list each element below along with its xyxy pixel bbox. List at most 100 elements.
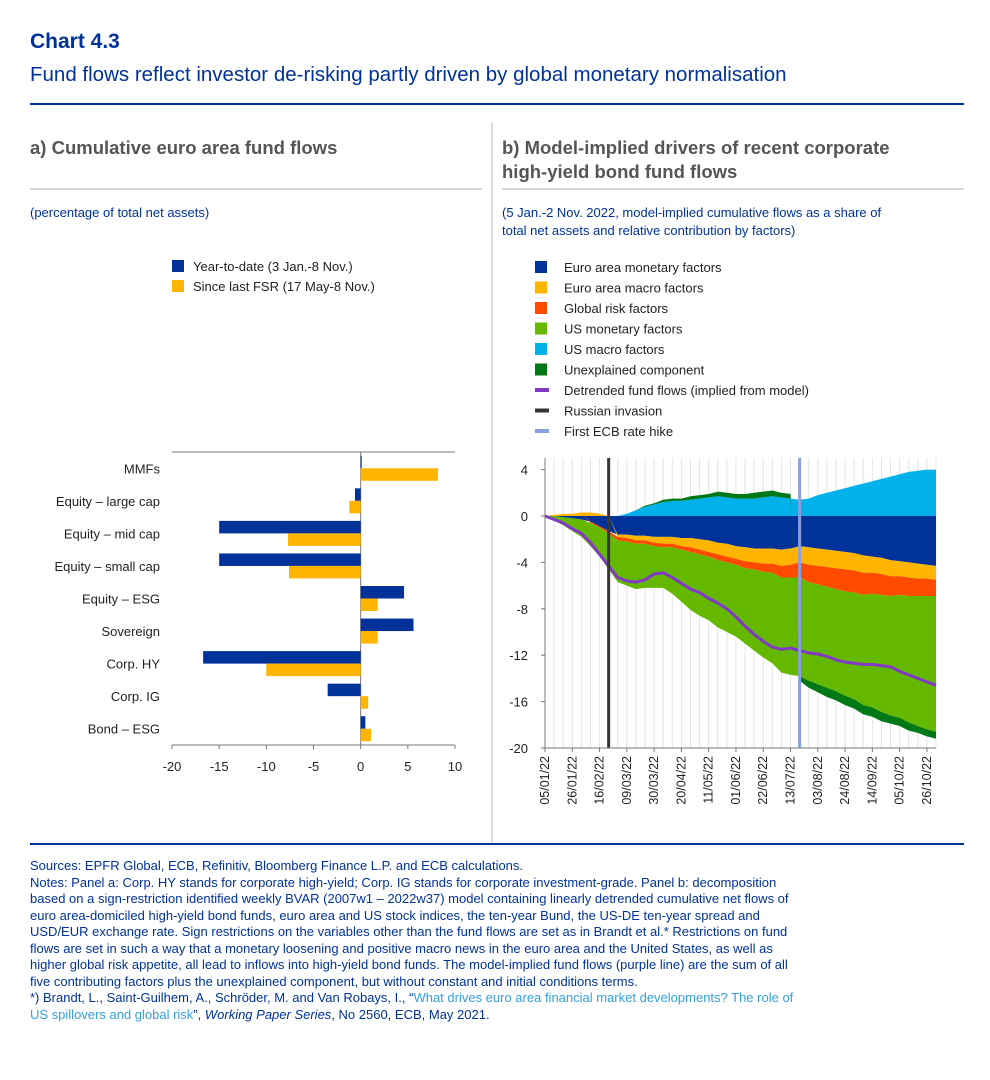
bar <box>288 565 361 579</box>
sources-note: Sources: EPFR Global, ECB, Refinitiv, Bl… <box>30 858 524 873</box>
x-tick-label: 24/08/22 <box>838 756 852 805</box>
bar <box>355 488 361 501</box>
chart-number: Chart 4.3 <box>30 30 120 53</box>
legend-label: First ECB rate hike <box>564 424 673 439</box>
bar <box>360 696 369 709</box>
category-label: Equity – mid cap <box>64 526 160 541</box>
category-label: Equity – large cap <box>56 494 160 509</box>
x-tick-label: 13/07/22 <box>784 756 798 805</box>
y-tick-label: -20 <box>509 741 528 756</box>
area-series <box>545 516 936 732</box>
panel-a-divider <box>30 188 482 190</box>
notes-line: higher global risk appetite, all lead to… <box>30 957 788 972</box>
notes-line: based on a sign-restriction identified w… <box>30 891 789 906</box>
bar <box>327 683 361 697</box>
x-tick-label: 01/06/22 <box>729 756 743 805</box>
reference-note-cont: US spillovers and global risk”, Working … <box>30 1007 965 1024</box>
x-tick-label: 05/10/22 <box>893 756 907 805</box>
bar <box>219 520 361 534</box>
x-tick-label: 5 <box>404 759 411 774</box>
panel-b-title-line1: b) Model-implied drivers of recent corpo… <box>502 137 890 158</box>
x-tick-label: -15 <box>210 759 229 774</box>
category-label: Bond – ESG <box>88 722 160 737</box>
panel-b-title-line2: high-yield bond fund flows <box>502 161 738 182</box>
reference-mid: ”, <box>193 1006 205 1022</box>
x-tick-label: 30/03/22 <box>647 756 661 805</box>
notes-line: five contributing factors plus the unexp… <box>30 973 638 989</box>
legend-swatch <box>535 322 547 335</box>
y-tick-label: -16 <box>509 695 528 710</box>
area-series <box>545 512 936 580</box>
header-rule <box>30 103 964 105</box>
x-tick-label: 22/06/22 <box>756 756 770 805</box>
legend-swatch <box>535 343 547 355</box>
footnotes: Sources: EPFR Global, ECB, Refinitiv, Bl… <box>30 858 965 1023</box>
legend-label: Unexplained component <box>564 363 705 378</box>
reference-link-cont[interactable]: US spillovers and global risk <box>30 1006 194 1022</box>
legend-label: US monetary factors <box>564 322 683 337</box>
panel-a-title: a) Cumulative euro area fund flows <box>30 137 338 158</box>
reference-link[interactable]: What drives euro area financial market d… <box>413 990 794 1005</box>
legend-label: Since last FSR (17 May-8 Nov.) <box>193 279 375 294</box>
legend-label: Euro area macro factors <box>564 281 704 296</box>
legend-swatch <box>172 260 184 272</box>
x-tick-label: 14/09/22 <box>865 756 879 805</box>
x-tick-label: 03/08/22 <box>811 756 825 805</box>
x-tick-label: 26/01/22 <box>565 756 579 805</box>
area-series <box>545 512 936 596</box>
bar <box>349 500 361 514</box>
reference-prefix: *) Brandt, L., Saint-Guilhem, A., Schröd… <box>30 990 414 1005</box>
legend-swatch <box>535 388 549 392</box>
x-tick-label: 16/02/22 <box>593 756 607 805</box>
legend-swatch <box>535 281 547 294</box>
category-label: Corp. HY <box>107 657 161 672</box>
x-tick-label: -10 <box>257 759 276 774</box>
category-label: Corp. IG <box>111 689 160 704</box>
category-label: MMFs <box>124 461 161 476</box>
x-tick-label: -20 <box>163 759 182 774</box>
legend-swatch <box>172 280 184 292</box>
panel-b-units-line1: (5 Jan.-2 Nov. 2022, model-implied cumul… <box>502 205 882 220</box>
x-tick-label: 26/10/22 <box>920 756 934 805</box>
notes-line: USD/EUR exchange rate. Sign restrictions… <box>30 924 788 939</box>
panel-separator <box>491 122 493 842</box>
bar <box>360 598 378 611</box>
panel-b-divider <box>502 188 964 190</box>
legend-label: US macro factors <box>564 342 665 357</box>
legend-label: Euro area monetary factors <box>564 260 722 275</box>
reference-suffix: , No 2560, ECB, May 2021. <box>331 1006 490 1022</box>
legend-label: Detrended fund flows (implied from model… <box>564 383 809 398</box>
y-tick-label: -8 <box>516 602 528 617</box>
panel-a-bar-chart: Year-to-date (3 Jan.-8 Nov.) Since last F… <box>55 259 463 774</box>
category-label: Sovereign <box>101 624 160 639</box>
bar <box>360 586 405 599</box>
y-tick-label: -12 <box>509 648 528 663</box>
panel-a-units: (percentage of total net assets) <box>30 205 210 220</box>
notes-line: Notes: Panel a: Corp. HY stands for corp… <box>30 874 777 890</box>
bar <box>288 533 361 546</box>
area-series <box>545 469 936 516</box>
bar <box>360 728 372 742</box>
legend-label: Russian invasion <box>564 404 662 419</box>
area-series <box>545 516 936 566</box>
bar <box>360 631 378 644</box>
bar <box>360 618 414 632</box>
legend-swatch <box>535 429 549 433</box>
legend-swatch <box>535 302 547 314</box>
reference-note: *) Brandt, L., Saint-Guilhem, A., Schröd… <box>30 990 965 1007</box>
x-tick-label: -5 <box>308 759 320 774</box>
x-tick-label: 05/01/22 <box>538 756 552 805</box>
panel-b-title: b) Model-implied drivers of recent corpo… <box>502 136 890 184</box>
bar <box>360 455 362 469</box>
x-tick-label: 09/03/22 <box>620 756 634 805</box>
x-tick-label: 11/05/22 <box>702 756 716 804</box>
reference-series: Working Paper Series <box>204 1006 332 1022</box>
y-tick-label: -4 <box>516 555 528 570</box>
bar <box>266 663 361 677</box>
bar <box>203 651 361 664</box>
legend-label: Global risk factors <box>564 301 669 316</box>
category-label: Equity – small cap <box>55 559 161 574</box>
chart-title: Fund flows reflect investor de-risking p… <box>30 63 787 86</box>
bar <box>360 468 439 481</box>
legend-swatch <box>535 363 547 376</box>
